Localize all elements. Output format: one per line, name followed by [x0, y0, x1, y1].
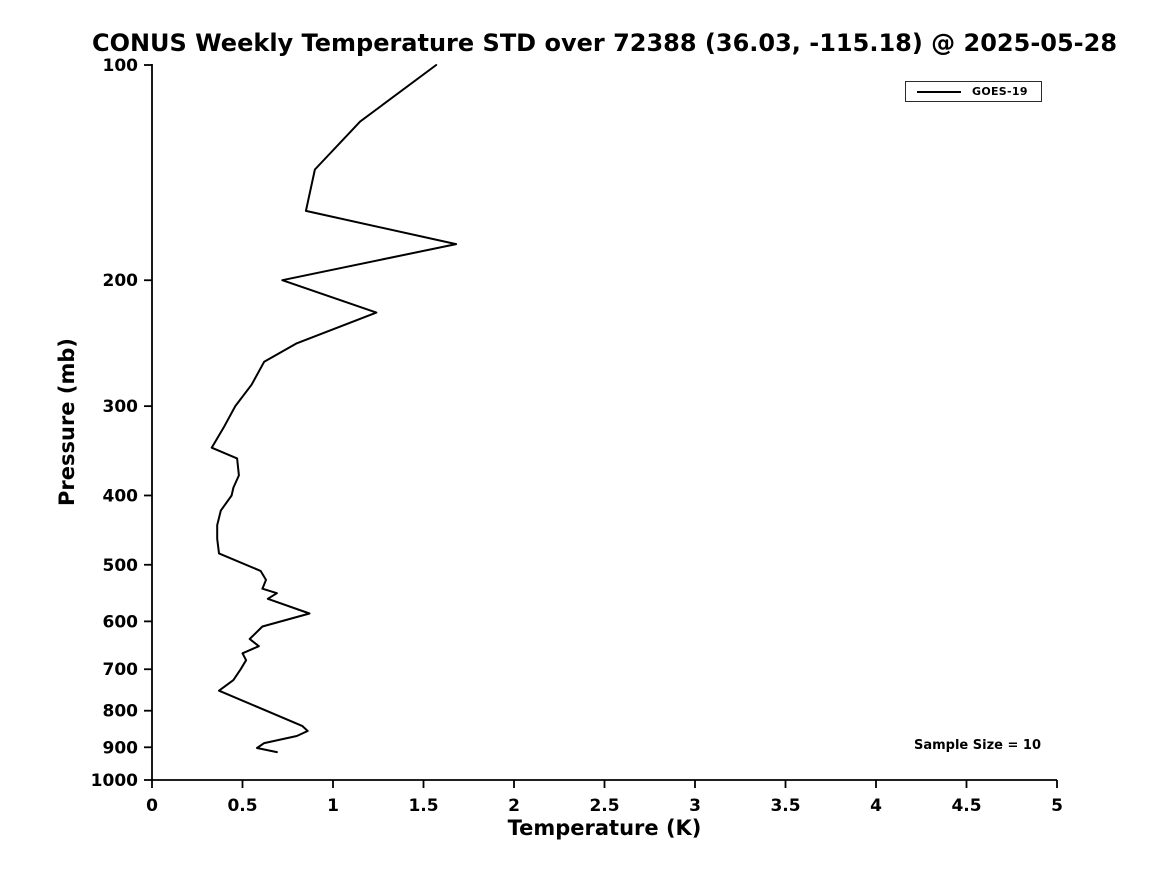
y-tick-label: 300 — [103, 397, 139, 417]
legend-line-icon — [917, 90, 961, 93]
y-tick-label: 900 — [103, 738, 139, 758]
x-tick-label: 1.5 — [408, 796, 438, 816]
y-tick-label: 1000 — [91, 771, 138, 791]
y-tick-label: 700 — [103, 660, 139, 680]
y-tick-label: 600 — [103, 612, 139, 632]
x-tick-label: 2 — [508, 796, 520, 816]
y-tick-label: 400 — [103, 486, 139, 506]
data-series-line — [210, 64, 458, 754]
y-tick-label: 200 — [103, 271, 139, 291]
y-tick-label: 100 — [103, 56, 139, 76]
y-tick-label: 500 — [103, 556, 139, 576]
x-tick-label: 4 — [870, 796, 882, 816]
x-tick-label: 0 — [146, 796, 158, 816]
chart-title: CONUS Weekly Temperature STD over 72388 … — [91, 29, 1118, 57]
sample-size-annotation: Sample Size = 10 — [913, 738, 1041, 753]
x-tick-label: 3.5 — [770, 796, 800, 816]
x-tick-label: 5 — [1051, 796, 1063, 816]
x-tick-label: 2.5 — [589, 796, 619, 816]
legend: GOES-19 — [905, 81, 1042, 102]
y-tick-label: 800 — [103, 702, 139, 722]
legend-label: GOES-19 — [972, 85, 1028, 98]
x-tick-label: 1 — [327, 796, 339, 816]
x-axis-label: Temperature (K) — [507, 816, 702, 840]
x-tick-label: 0.5 — [227, 796, 257, 816]
x-tick-label: 4.5 — [951, 796, 981, 816]
x-tick-label: 3 — [689, 796, 701, 816]
